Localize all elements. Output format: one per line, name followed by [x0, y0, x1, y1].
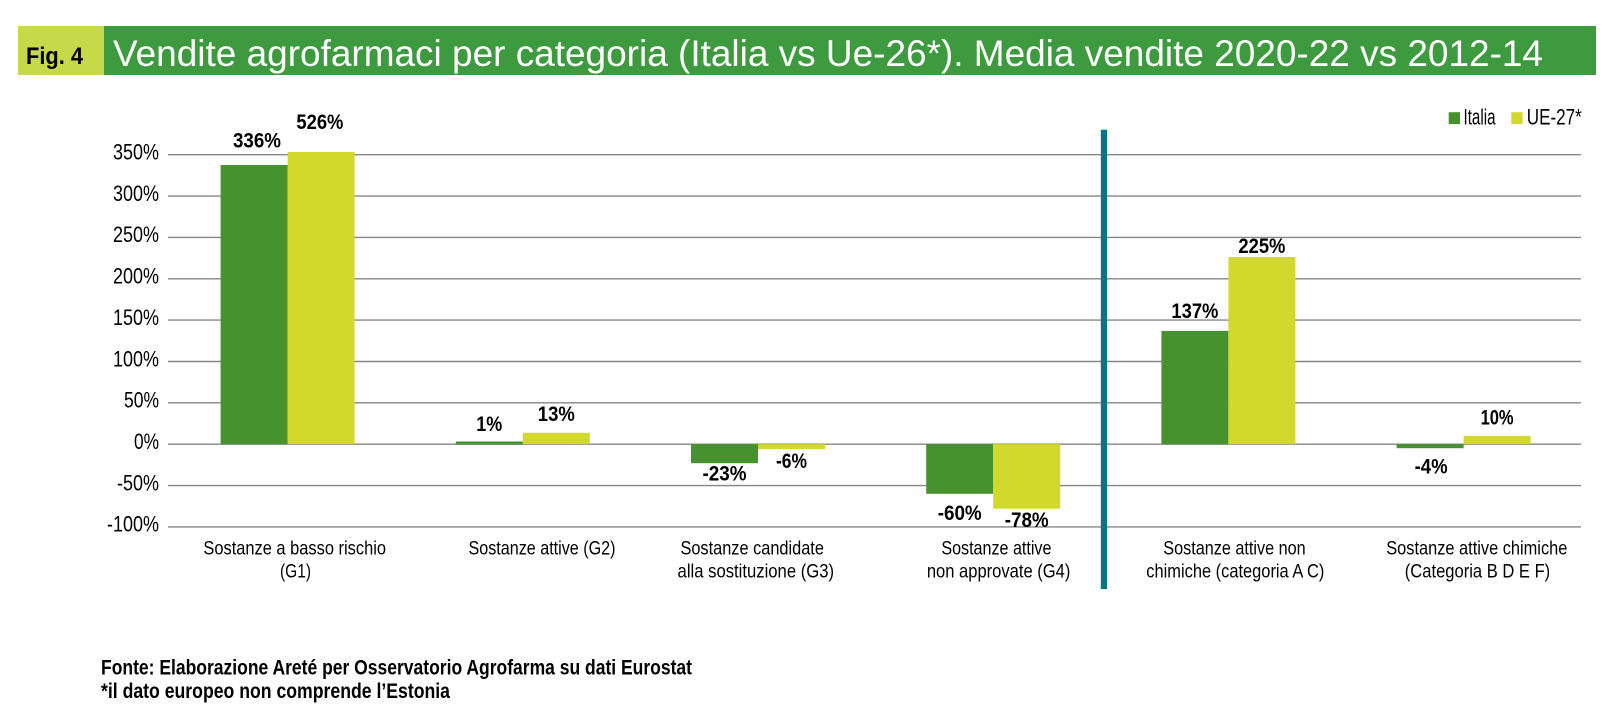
svg-text:Vendite agrofarmaci per catego: Vendite agrofarmaci per categoria (Itali… [113, 33, 1543, 74]
svg-text:UE-27*: UE-27* [1527, 105, 1582, 130]
svg-text:350%: 350% [113, 140, 159, 165]
svg-text:chimiche (categoria A C): chimiche (categoria A C) [1146, 561, 1324, 583]
svg-text:13%: 13% [538, 403, 575, 426]
svg-text:Sostanze attive: Sostanze attive [941, 538, 1051, 560]
svg-text:Italia: Italia [1464, 105, 1497, 130]
svg-text:-50%: -50% [117, 470, 159, 495]
svg-text:Sostanze a basso rischio: Sostanze a basso rischio [203, 538, 386, 560]
svg-text:(G1): (G1) [280, 561, 311, 583]
svg-text:(Categoria B D E F): (Categoria B D E F) [1405, 561, 1550, 583]
svg-text:Fig. 4: Fig. 4 [26, 43, 84, 70]
svg-text:-4%: -4% [1415, 456, 1448, 479]
svg-text:526%: 526% [296, 111, 343, 134]
svg-text:Fonte: Elaborazione Areté per: Fonte: Elaborazione Areté per Osservator… [101, 657, 692, 680]
svg-text:-60%: -60% [938, 502, 982, 525]
svg-text:100%: 100% [113, 346, 159, 371]
svg-text:10%: 10% [1481, 406, 1514, 429]
svg-text:*il dato europeo non comprende: *il dato europeo non comprende l’Estonia [101, 680, 450, 703]
svg-text:Sostanze candidate: Sostanze candidate [680, 538, 824, 560]
svg-text:1%: 1% [476, 413, 502, 436]
svg-text:250%: 250% [113, 222, 159, 247]
svg-text:200%: 200% [113, 264, 159, 289]
svg-text:Sostanze attive (G2): Sostanze attive (G2) [469, 538, 616, 560]
svg-text:-6%: -6% [776, 450, 807, 473]
svg-text:-23%: -23% [703, 462, 747, 485]
svg-text:336%: 336% [233, 130, 281, 153]
svg-text:225%: 225% [1238, 235, 1285, 258]
svg-text:300%: 300% [113, 181, 159, 206]
svg-text:Sostanze attive chimiche: Sostanze attive chimiche [1386, 538, 1567, 560]
svg-text:137%: 137% [1171, 300, 1218, 323]
svg-text:150%: 150% [113, 305, 159, 330]
svg-text:alla sostituzione (G3): alla sostituzione (G3) [678, 561, 835, 583]
svg-text:50%: 50% [124, 388, 159, 413]
svg-text:Sostanze attive non: Sostanze attive non [1163, 538, 1305, 560]
svg-text:-100%: -100% [107, 512, 159, 537]
svg-text:0%: 0% [134, 429, 159, 454]
svg-text:-78%: -78% [1005, 509, 1049, 532]
svg-text:non approvate (G4): non approvate (G4) [927, 561, 1071, 583]
